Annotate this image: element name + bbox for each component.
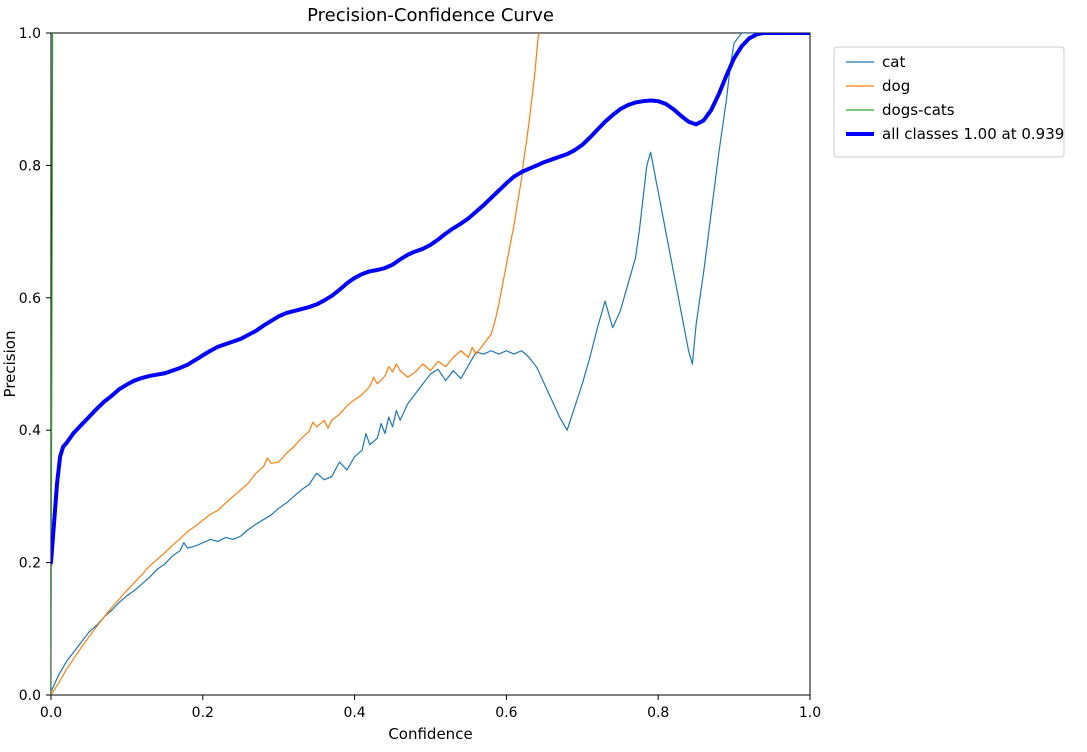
legend-label: dog	[882, 77, 910, 95]
legend-label: cat	[882, 53, 905, 71]
y-tick-label: 1.0	[19, 26, 41, 42]
x-tick-label: 0.6	[495, 705, 517, 721]
series-dog	[51, 33, 540, 695]
x-axis-label: Confidence	[388, 725, 472, 743]
y-tick-label: 0.8	[19, 158, 41, 174]
precision-confidence-chart: 0.0 0.2 0.4 0.6 0.8 1.0 0.0 0.2 0.4 0.6 0.8 1.0 Conf…	[0, 0, 1087, 752]
series-cat	[51, 33, 810, 692]
y-tick-label: 0.0	[19, 688, 41, 704]
plot-frame	[51, 33, 810, 695]
y-tick-label: 0.4	[19, 423, 41, 439]
x-tick-label: 0.4	[343, 705, 365, 721]
series-all-classes-1.00-at-0.939	[51, 33, 810, 563]
x-tick-label: 1.0	[799, 705, 821, 721]
legend-label: all classes 1.00 at 0.939	[882, 125, 1064, 143]
x-tick-label: 0.8	[647, 705, 669, 721]
y-tick-label: 0.2	[19, 556, 41, 572]
y-axis-label: Precision	[1, 331, 19, 398]
y-tick-label: 0.6	[19, 291, 41, 307]
chart-title: Precision-Confidence Curve	[307, 5, 554, 26]
x-tick-label: 0.2	[192, 705, 214, 721]
x-tick-label: 0.0	[40, 705, 62, 721]
legend-label: dogs-cats	[882, 101, 955, 119]
